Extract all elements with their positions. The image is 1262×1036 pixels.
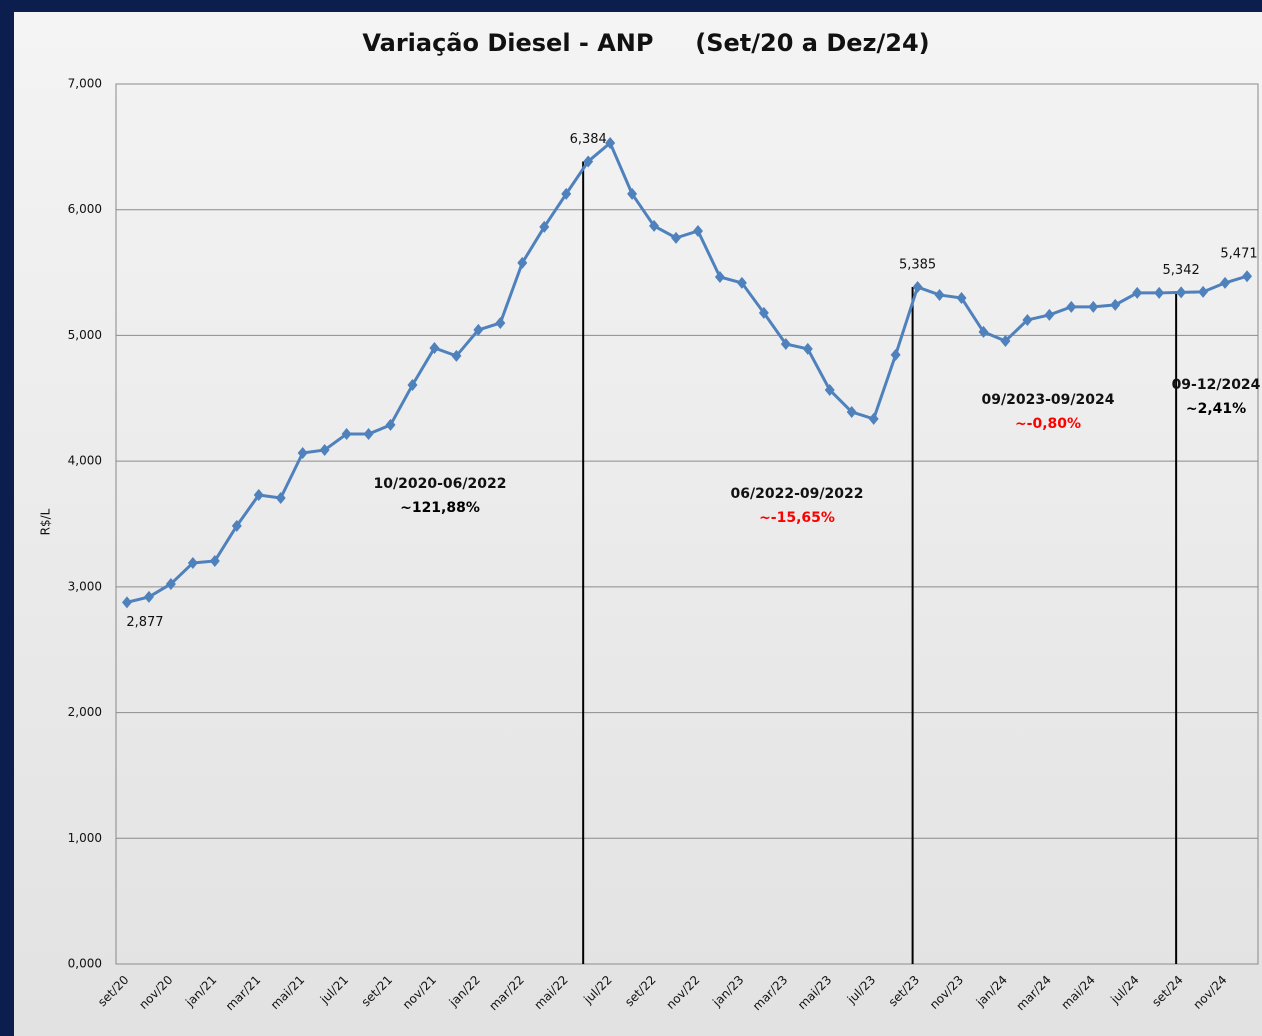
y-tick-label: 7,000 [68, 77, 102, 91]
annotation-period: 09/2023-09/2024 [982, 392, 1115, 408]
data-point [824, 383, 835, 396]
data-point [1242, 270, 1253, 283]
y-tick-label: 0,000 [68, 957, 102, 971]
data-point [121, 596, 132, 609]
data-point [978, 325, 989, 338]
data-point [1198, 285, 1209, 298]
data-point [385, 418, 396, 431]
panel [14, 12, 1262, 1036]
chart-title: Variação Diesel - ANP (Set/20 a Dez/24) [362, 29, 929, 57]
data-point [407, 378, 418, 391]
data-point [517, 256, 528, 269]
data-point [143, 590, 154, 603]
data-point [429, 342, 440, 354]
y-tick-label: 6,000 [68, 202, 102, 216]
data-point [912, 281, 923, 294]
data-point [341, 427, 352, 440]
y-tick-label: 2,000 [68, 705, 102, 719]
data-point [297, 446, 308, 459]
data-point [275, 491, 286, 504]
y-tick-label: 4,000 [68, 454, 102, 468]
data-point [1154, 286, 1165, 299]
data-point [1220, 276, 1231, 289]
data-point [627, 187, 638, 200]
data-point [495, 316, 506, 329]
data-point [758, 306, 769, 319]
data-point [583, 155, 594, 168]
data-point [231, 519, 242, 532]
y-tick-label: 3,000 [68, 579, 102, 593]
data-label: 5,342 [1163, 263, 1200, 278]
annotation-change: ~-15,65% [759, 510, 835, 526]
data-point [1176, 286, 1187, 299]
y-tick-label: 1,000 [68, 831, 102, 845]
data-point [934, 288, 945, 301]
data-point [780, 337, 791, 350]
data-point [473, 323, 484, 336]
data-point [539, 220, 550, 233]
data-point [605, 136, 616, 149]
data-point [671, 231, 682, 244]
annotation-period: 10/2020-06/2022 [374, 476, 507, 492]
data-point [209, 554, 220, 567]
data-point [956, 291, 967, 304]
data-label: 5,471 [1220, 247, 1257, 262]
data-point [1110, 298, 1121, 311]
data-point [649, 219, 660, 232]
data-point [846, 405, 857, 418]
data-point [736, 276, 747, 289]
data-point [868, 412, 879, 425]
annotation-period: 09-12/2024 [1172, 377, 1261, 393]
data-point [165, 577, 176, 590]
data-point [253, 488, 264, 501]
data-point [1000, 334, 1011, 347]
data-point [1066, 300, 1077, 313]
y-tick-label: 5,000 [68, 328, 102, 342]
data-point [451, 349, 462, 362]
data-label: 6,384 [570, 132, 607, 147]
data-point [802, 342, 813, 355]
data-point [561, 187, 572, 200]
data-line [126, 140, 1248, 604]
data-point [890, 348, 901, 361]
data-point [187, 556, 198, 569]
annotation-change: ~2,41% [1186, 401, 1246, 417]
data-label: 5,385 [899, 258, 936, 273]
data-point [692, 224, 703, 237]
annotation-change: ~121,88% [400, 500, 480, 516]
data-point [1088, 300, 1099, 313]
y-axis-label: R$/L [39, 508, 53, 535]
annotation-change: ~-0,80% [1015, 416, 1081, 432]
data-point [363, 427, 374, 440]
data-label: 2,877 [126, 615, 163, 630]
annotation-period: 06/2022-09/2022 [731, 486, 864, 502]
data-point [1132, 286, 1143, 299]
data-point [319, 443, 330, 456]
data-point [714, 270, 725, 283]
data-point [1022, 313, 1033, 326]
data-point [1044, 308, 1055, 321]
